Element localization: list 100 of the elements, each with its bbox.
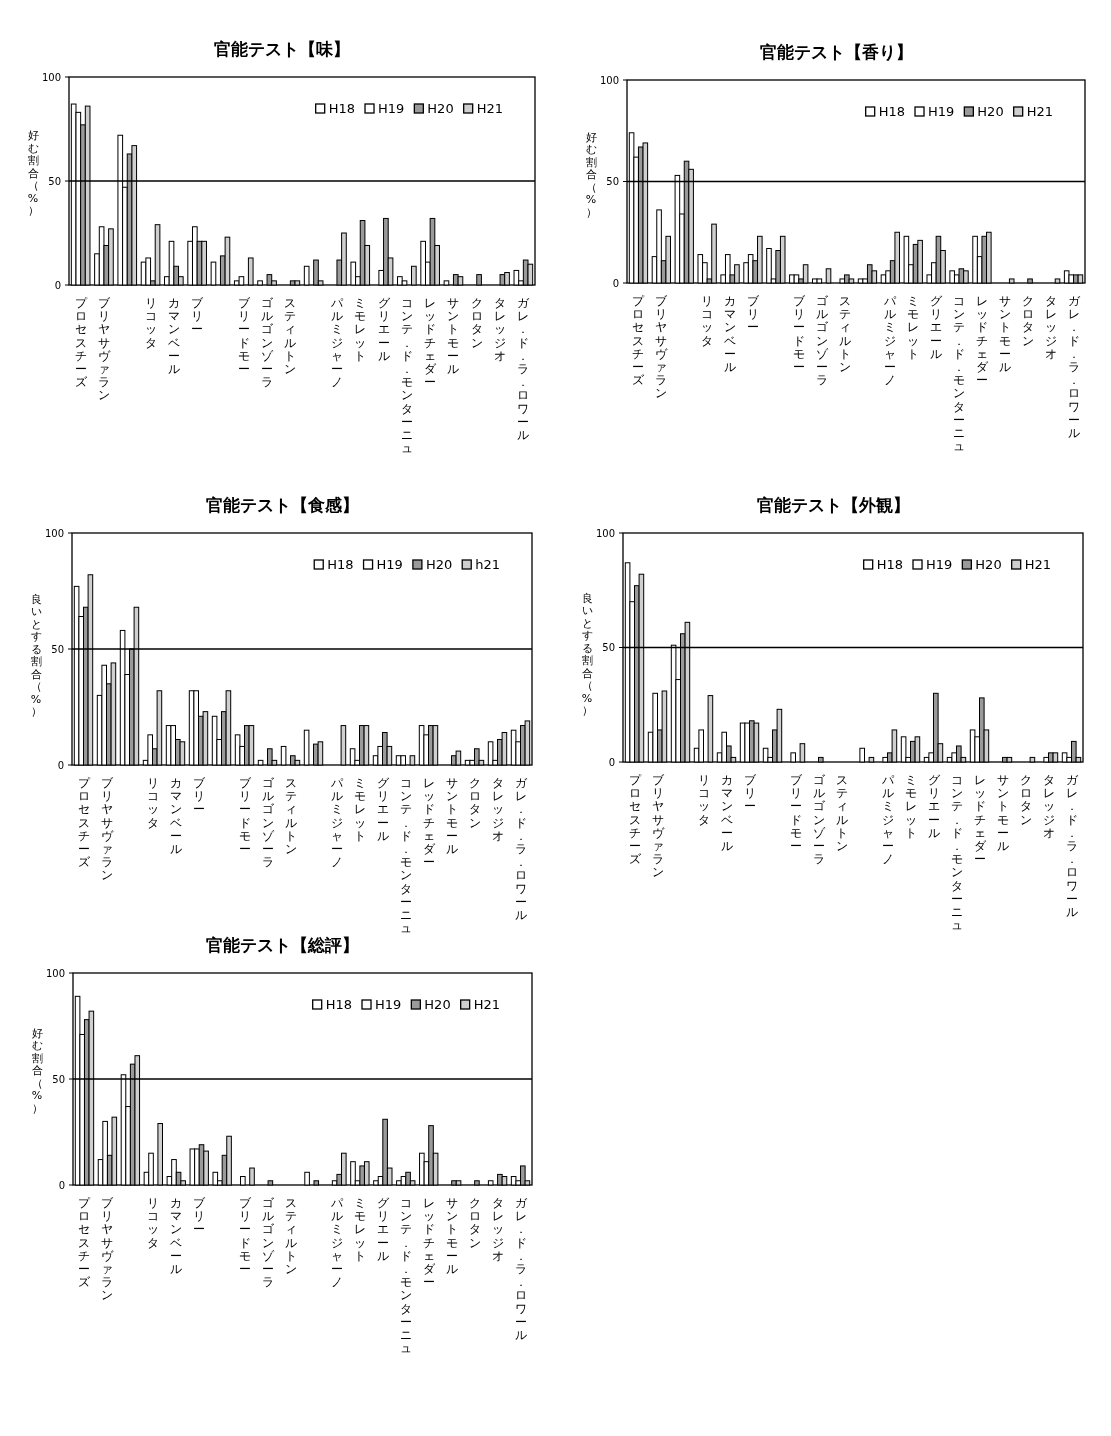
text: 良いとする割合（%）: [581, 591, 593, 718]
x-tick-label: パルミジャーノ: [883, 294, 898, 388]
x-tick-label: リコッタ: [147, 1196, 160, 1250]
x-tick-label: ゴルゴンゾーラ: [261, 776, 275, 870]
category-label: ガレ．ド．ラ．ロワール: [514, 1196, 527, 1342]
bar: [101, 664, 107, 766]
legend-label: H18: [878, 104, 906, 119]
x-tick-label: クロタン: [468, 1196, 481, 1250]
legend-label: H19: [375, 997, 402, 1012]
bar: [1068, 274, 1075, 284]
legend-label: H21: [1024, 557, 1051, 572]
legend-label: h21: [475, 557, 500, 572]
y-tick-label: 0: [58, 1179, 65, 1191]
legend-label: H21: [476, 101, 503, 116]
category-label: コンテ．ド．モンターニュ: [399, 1196, 412, 1356]
x-tick-label: タレッジオ: [1042, 773, 1055, 840]
category-label: ガレ．ド．ラ．ロワール: [1065, 773, 1078, 919]
x-tick-label: リコッタ: [697, 773, 710, 827]
bar: [102, 1120, 108, 1186]
x-tick-label: レッドチェダー: [422, 1196, 436, 1290]
y-axis-title: 好む割合（%）: [27, 129, 39, 218]
x-tick-label: プロセスチーズ: [632, 294, 646, 388]
x-tick-label: サントモール: [445, 776, 458, 856]
x-tick-label: ブリー: [743, 773, 757, 814]
x-tick-label: クロタン: [1021, 294, 1034, 348]
x-tick-label: レッドチェダー: [975, 294, 989, 388]
chart-title: 官能テスト【外観】: [756, 495, 910, 515]
x-tick-label: ゴルゴンゾーラ: [261, 296, 275, 390]
legend-label: H18: [876, 557, 904, 572]
x-tick-label: プロセスチーズ: [77, 776, 91, 870]
x-tick-label: リコッタ: [701, 294, 714, 348]
x-tick-label: カマンベール: [167, 296, 180, 376]
x-tick-label: グリエール: [377, 296, 391, 363]
category-label: ガレ．ド．ラ．ロワール: [514, 776, 527, 922]
legend-label: H19: [926, 557, 953, 572]
chart-title: 官能テスト【香り】: [759, 42, 913, 62]
x-tick-label: ゴルゴンゾーラ: [812, 773, 826, 867]
chart-title: 官能テスト【味】: [214, 39, 350, 59]
bar: [958, 268, 965, 284]
text: 良いとする割合（%）: [30, 592, 42, 719]
y-tick-label: 100: [599, 74, 619, 86]
legend-label: H21: [473, 997, 500, 1012]
category-label: コンテ．ド．モンターニュ: [399, 776, 412, 936]
x-tick-label: パルミジャーノ: [880, 773, 895, 867]
y-tick-label: 50: [602, 642, 615, 653]
bar: [145, 257, 152, 286]
legend-label: H18: [327, 557, 354, 572]
x-tick-label: プロセスチーズ: [74, 296, 88, 390]
x-tick-label: リコッタ: [144, 296, 157, 350]
x-tick-label: ブリードモー: [238, 776, 252, 856]
x-tick-label: リコッタ: [146, 776, 159, 830]
legend-label: H18: [328, 101, 356, 116]
x-tick-label: レッドチェダー: [424, 296, 438, 390]
bar: [724, 254, 731, 284]
legend-label: H20: [427, 101, 454, 116]
x-tick-label: サントモール: [447, 296, 460, 376]
x-tick-label: ブリードモー: [239, 1196, 253, 1276]
legend-label: H20: [424, 997, 451, 1012]
bar: [656, 209, 662, 284]
x-tick-label: ブリードモー: [789, 773, 803, 853]
x-tick-label: カマンベール: [169, 776, 182, 856]
x-tick-label: ゴルゴンゾーラ: [815, 294, 829, 388]
y-axis-title: 好む割合（%）: [585, 130, 597, 219]
x-tick-label: グリエール: [930, 294, 944, 361]
x-tick-label: プロセスチーズ: [78, 1196, 92, 1290]
y-tick-label: 0: [612, 277, 619, 289]
x-tick-label: パルミジャーノ: [329, 1196, 344, 1290]
y-tick-label: 0: [608, 756, 615, 768]
x-tick-label: ブリードモー: [792, 294, 806, 374]
x-tick-label: グリエール: [376, 776, 390, 843]
x-tick-label: スティルトン: [838, 294, 851, 374]
x-tick-label: スティルトン: [284, 776, 297, 856]
y-tick-label: 100: [45, 967, 65, 979]
x-tick-label: クロタン: [468, 776, 481, 830]
x-tick-label: カマンベール: [724, 294, 737, 374]
x-tick-label: タレッジオ: [491, 776, 504, 843]
y-tick-label: 100: [595, 527, 615, 539]
x-tick-label: クロタン: [1019, 773, 1032, 827]
bar: [652, 692, 658, 763]
x-tick-label: スティルトン: [835, 773, 848, 853]
x-tick-label: カマンベール: [720, 773, 733, 853]
x-tick-label: スティルトン: [284, 296, 297, 376]
chart-title: 官能テスト【食感】: [205, 495, 359, 515]
x-tick-label: ミモレット: [353, 1196, 366, 1263]
x-tick-label: ミモレット: [353, 776, 366, 843]
legend-label: H21: [1026, 104, 1053, 119]
y-tick-label: 100: [44, 527, 64, 539]
x-tick-label: プロセスチーズ: [628, 773, 642, 867]
y-tick-label: 100: [41, 71, 61, 83]
bar: [147, 734, 153, 766]
y-tick-label: 50: [48, 175, 61, 187]
x-tick-label: ミモレット: [907, 294, 920, 361]
x-tick-label: ゴルゴンゾーラ: [262, 1196, 276, 1290]
legend-label: H19: [376, 557, 403, 572]
x-tick-label: サントモール: [996, 773, 1009, 853]
bar: [191, 226, 198, 286]
x-tick-label: グリエール: [376, 1196, 390, 1263]
x-tick-label: ブリー: [746, 294, 760, 335]
category-label: ガレ．ド．ラ．ロワール: [1067, 294, 1080, 440]
category-label: コンテ．ド．モンターニュ: [953, 294, 966, 454]
